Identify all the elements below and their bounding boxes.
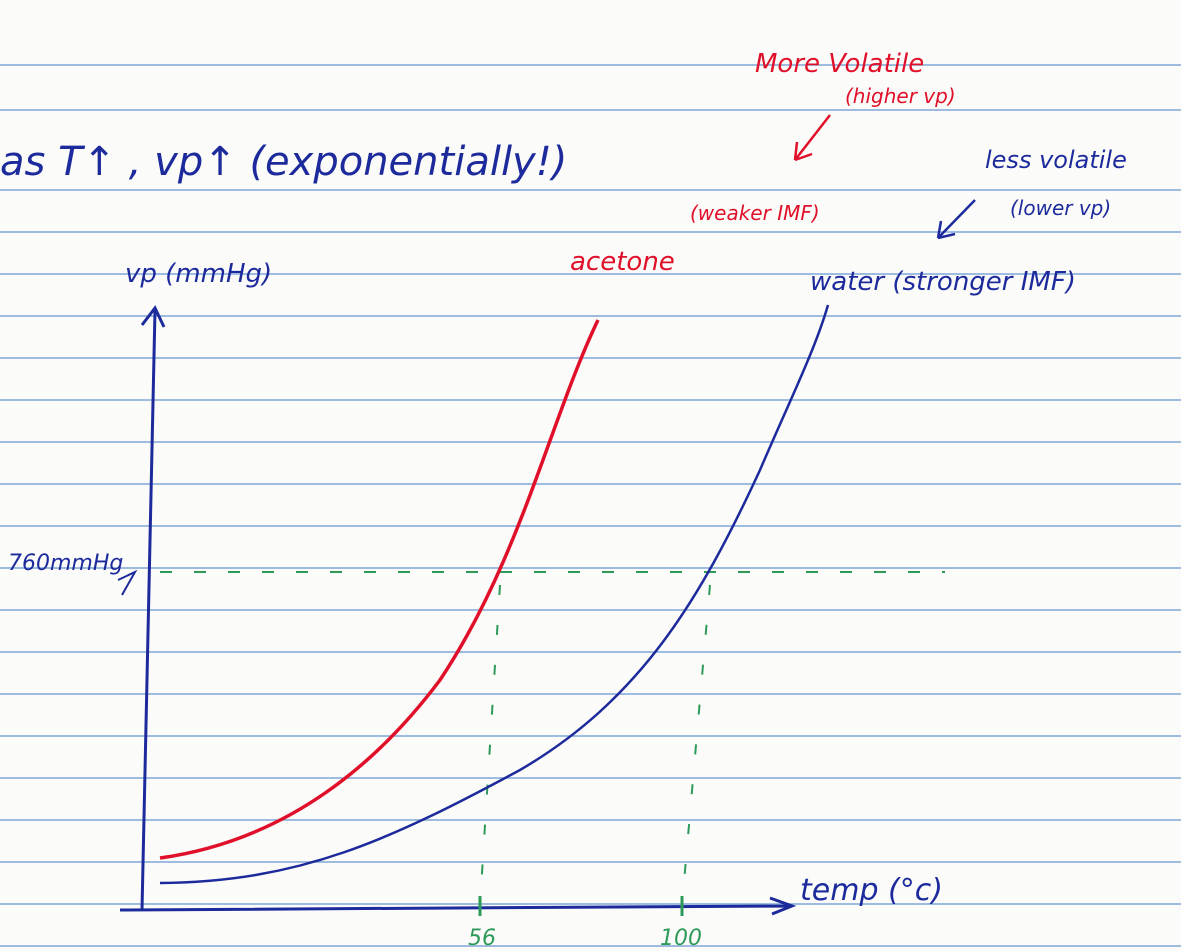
x-mark: 56 [468, 926, 496, 951]
x-mark: 100 [660, 926, 702, 951]
y-axis-label: vp (mmHg) [125, 259, 272, 289]
curve-label: acetone [570, 247, 675, 277]
note: (lower vp) [1010, 196, 1111, 220]
y-mark: 760mmHg [8, 551, 123, 576]
water-curve [160, 305, 828, 883]
note: less volatile [985, 146, 1127, 174]
note: More Volatile [755, 49, 924, 79]
guide-lines [160, 572, 945, 905]
note: (weaker IMF) [690, 201, 820, 225]
notebook-page: as T↑ , vp↑ (exponentially!) More Volati… [0, 0, 1181, 951]
x-axis-label: temp (°c) [800, 873, 943, 908]
axes [120, 308, 792, 914]
note: (higher vp) [845, 84, 956, 108]
curve-label: water (stronger IMF) [810, 267, 1076, 297]
heading: as T↑ , vp↑ (exponentially!) [0, 139, 567, 185]
ruled-lines [0, 65, 1181, 946]
arrow [795, 115, 830, 160]
